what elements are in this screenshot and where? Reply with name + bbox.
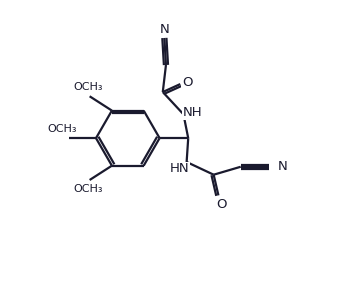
Text: NH: NH [183,106,202,119]
Text: O: O [182,76,192,89]
Text: N: N [278,160,288,173]
Text: OCH₃: OCH₃ [73,82,103,92]
Text: OCH₃: OCH₃ [48,124,77,134]
Text: N: N [159,23,169,36]
Text: HN: HN [170,162,190,175]
Text: OCH₃: OCH₃ [73,184,103,194]
Text: O: O [216,198,227,211]
